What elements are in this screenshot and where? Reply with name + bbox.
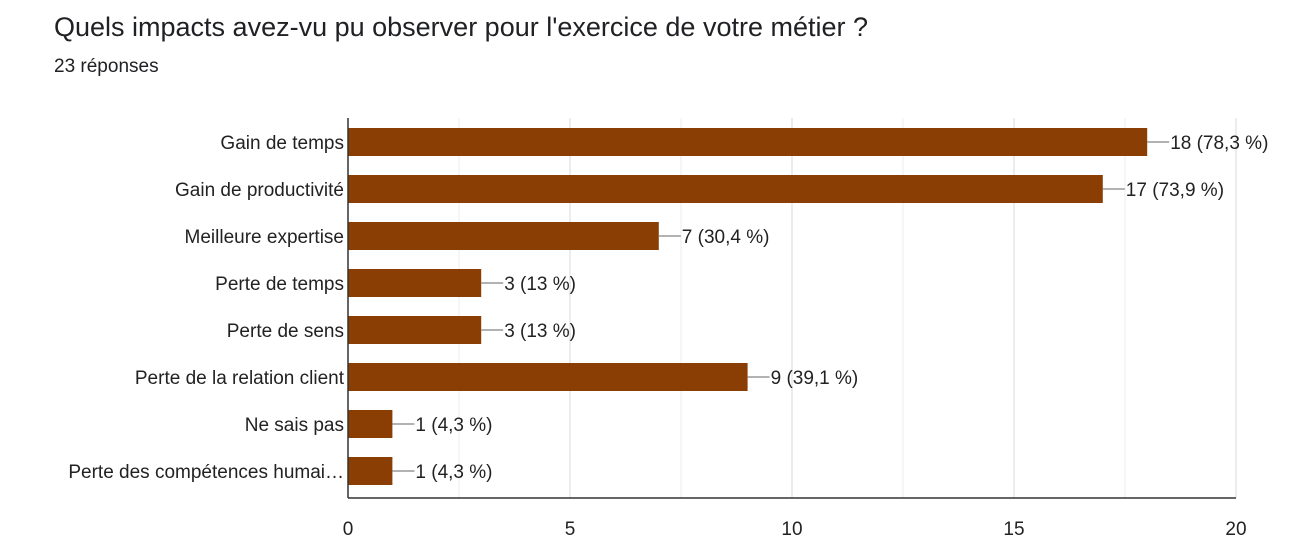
labels: 18 (78,3 %) Gain de temps 17 (73,9 %) Gain …	[68, 133, 1268, 540]
x-tick-label: 20	[1225, 519, 1246, 540]
value-label: 3 (13 %)	[504, 321, 576, 342]
value-label: 9 (39,1 %)	[771, 368, 859, 389]
category-label: Ne sais pas	[245, 415, 344, 436]
x-tick-label: 5	[565, 519, 576, 540]
category-label: Perte de la relation client	[135, 368, 345, 389]
category-label: Perte de temps	[215, 274, 344, 295]
category-label: Perte des compétences humai…	[68, 462, 344, 483]
question-title: Quels impacts avez-vu pu observer pour l…	[54, 12, 869, 42]
bar	[348, 269, 482, 297]
value-label: 17 (73,9 %)	[1126, 180, 1224, 201]
value-label: 1 (4,3 %)	[415, 462, 492, 483]
x-tick-label: 15	[1003, 519, 1024, 540]
category-label: Perte de sens	[227, 321, 344, 342]
value-label: 7 (30,4 %)	[682, 227, 770, 248]
bar	[348, 175, 1103, 203]
value-label: 1 (4,3 %)	[415, 415, 492, 436]
category-label: Gain de productivité	[175, 180, 344, 201]
bar	[348, 222, 659, 250]
bar	[348, 316, 482, 344]
value-label: 3 (13 %)	[504, 274, 576, 295]
category-label: Gain de temps	[220, 133, 344, 154]
x-tick-label: 10	[781, 519, 802, 540]
axes	[347, 118, 1236, 499]
bar	[348, 363, 748, 391]
value-label: 18 (78,3 %)	[1170, 133, 1268, 154]
bar	[348, 128, 1148, 156]
bar	[348, 410, 393, 438]
bar	[348, 457, 393, 485]
bars	[348, 128, 1170, 485]
x-tick-label: 0	[343, 519, 354, 540]
category-label: Meilleure expertise	[185, 227, 344, 248]
response-count: 23 réponses	[54, 56, 159, 77]
